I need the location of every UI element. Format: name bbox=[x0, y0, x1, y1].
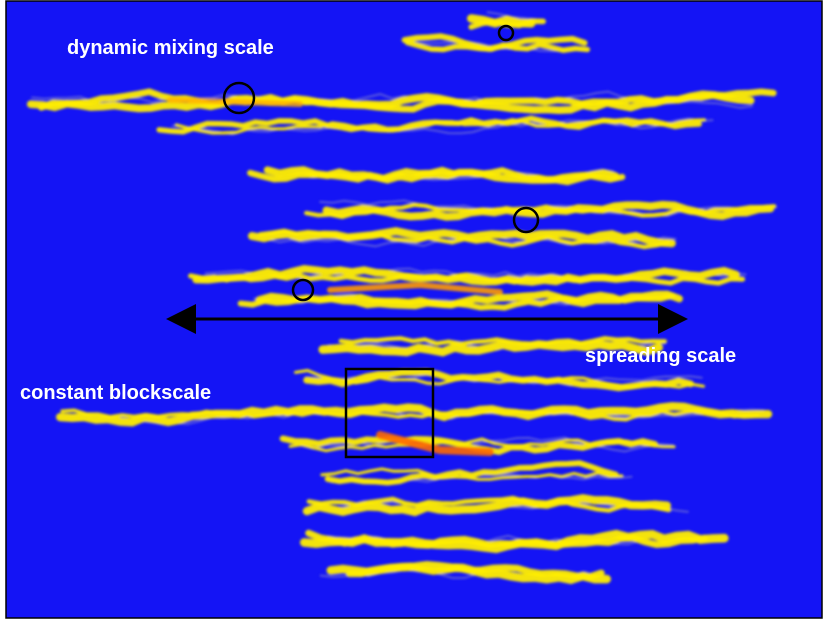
streak bbox=[322, 200, 775, 221]
streak bbox=[247, 227, 676, 248]
streak bbox=[192, 264, 740, 286]
streak bbox=[55, 402, 773, 427]
streak bbox=[376, 431, 494, 456]
streak bbox=[302, 494, 672, 517]
streak bbox=[345, 562, 605, 581]
streak bbox=[327, 281, 503, 295]
plume bbox=[26, 11, 778, 585]
streak bbox=[37, 88, 777, 113]
streak bbox=[167, 97, 303, 107]
streak bbox=[293, 368, 706, 390]
label: dynamic mixing scale bbox=[67, 37, 274, 59]
streak bbox=[324, 460, 619, 486]
streak bbox=[171, 117, 714, 136]
streak bbox=[288, 437, 676, 453]
label: spreading scale bbox=[585, 345, 736, 367]
streak bbox=[237, 291, 676, 311]
streak bbox=[338, 336, 667, 347]
streak bbox=[320, 467, 624, 481]
streak bbox=[468, 18, 546, 30]
block-square bbox=[344, 367, 435, 459]
streak bbox=[174, 118, 706, 135]
streak bbox=[263, 166, 620, 186]
mixing-circle bbox=[512, 206, 540, 234]
markers bbox=[166, 24, 688, 459]
streak bbox=[299, 529, 729, 554]
streak bbox=[318, 339, 663, 357]
streak bbox=[306, 495, 672, 513]
mixing-circle bbox=[222, 81, 256, 115]
mixing-circle bbox=[497, 24, 515, 42]
label: constant blockscale bbox=[20, 382, 211, 404]
streak bbox=[26, 90, 755, 115]
mixing-circle bbox=[291, 278, 315, 302]
streak bbox=[404, 39, 591, 53]
